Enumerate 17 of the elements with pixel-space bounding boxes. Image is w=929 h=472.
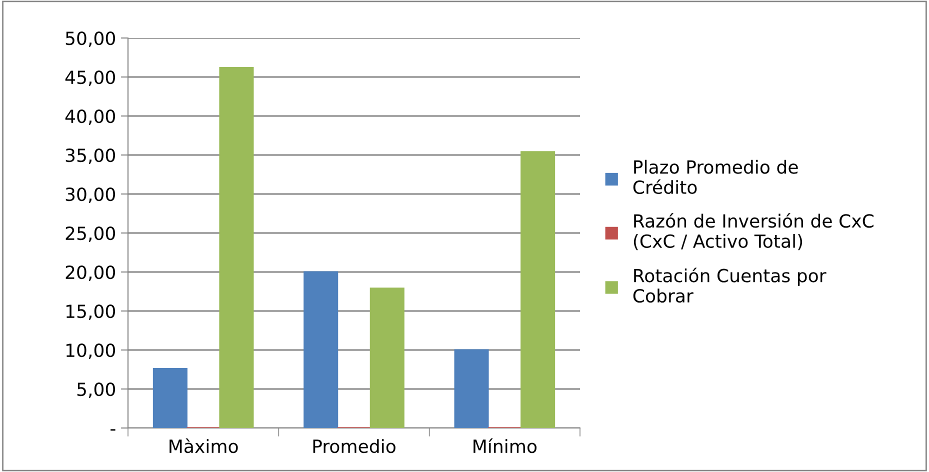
legend-label: Rotación Cuentas por Cobrar [633, 268, 826, 303]
y-tick-label: 45,00 [65, 70, 115, 86]
x-tick-label: Màximo [170, 438, 238, 454]
y-tick-label: 50,00 [66, 31, 115, 47]
x-tick-label: Mínimo [474, 438, 537, 454]
y-tick-label: 15,00 [66, 304, 115, 320]
y-tick-label: 10,00 [66, 343, 115, 359]
y-tick-label: 30,00 [66, 187, 115, 203]
legend-label: Plazo Promedio de Crédito [633, 160, 798, 194]
y-tick-label: 20,00 [66, 265, 115, 281]
y-tick-label: 40,00 [65, 109, 115, 125]
y-tick-label: 25,00 [66, 226, 115, 242]
x-tick-label: Promedio [313, 439, 396, 454]
y-tick-label: - [110, 429, 116, 431]
y-tick-label: 35,00 [66, 148, 115, 164]
legend-label: Razón de Inversión de CxC (CxC / Activo Total) [634, 213, 874, 250]
y-tick-label: 5,00 [77, 382, 115, 398]
